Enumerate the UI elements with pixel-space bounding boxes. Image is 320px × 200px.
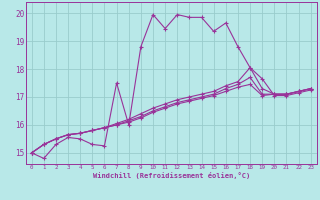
X-axis label: Windchill (Refroidissement éolien,°C): Windchill (Refroidissement éolien,°C) [92, 172, 250, 179]
